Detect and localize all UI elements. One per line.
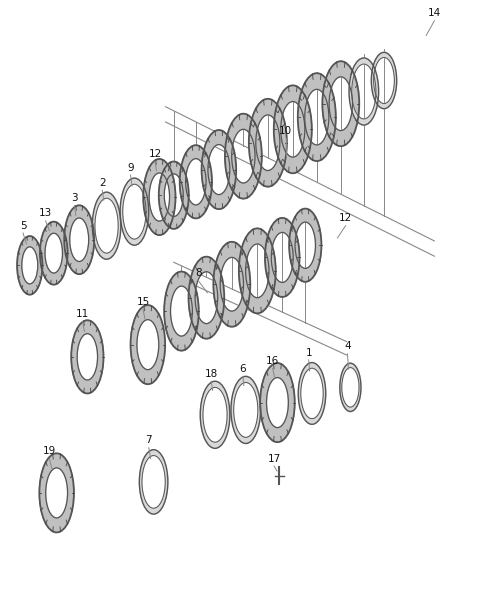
Text: 11: 11 [76,309,89,319]
Polygon shape [159,162,189,229]
Text: 1: 1 [305,348,312,357]
Polygon shape [289,209,322,282]
Polygon shape [131,305,165,384]
Polygon shape [40,221,68,285]
Polygon shape [139,450,168,514]
Text: 6: 6 [240,364,246,374]
Polygon shape [239,228,276,314]
Text: 12: 12 [339,214,352,223]
Polygon shape [298,362,326,425]
Text: 15: 15 [136,297,150,307]
Polygon shape [349,58,379,125]
Polygon shape [189,257,224,339]
Polygon shape [143,159,176,235]
Text: 8: 8 [195,268,202,278]
Text: 4: 4 [344,342,351,351]
Polygon shape [71,320,104,393]
Polygon shape [39,453,74,533]
Polygon shape [164,271,199,351]
Polygon shape [120,178,149,245]
Polygon shape [180,145,212,218]
Text: 5: 5 [20,221,26,231]
Text: 19: 19 [43,447,56,456]
Text: 10: 10 [279,126,292,136]
Text: 14: 14 [428,9,441,18]
Polygon shape [298,73,336,161]
Polygon shape [274,85,312,173]
Text: 9: 9 [127,163,134,173]
Polygon shape [249,99,287,187]
Polygon shape [64,206,94,274]
Text: 17: 17 [267,454,281,464]
Polygon shape [202,130,236,209]
Text: 18: 18 [204,369,218,379]
Polygon shape [323,61,359,146]
Text: 12: 12 [148,149,162,159]
Polygon shape [260,363,295,442]
Text: 2: 2 [99,178,106,188]
Text: 3: 3 [71,193,78,203]
Polygon shape [231,376,261,443]
Polygon shape [200,381,230,448]
Polygon shape [92,192,121,259]
Text: 7: 7 [145,436,152,445]
Text: 13: 13 [39,209,52,218]
Polygon shape [265,218,300,297]
Polygon shape [372,52,396,109]
Polygon shape [225,113,262,199]
Text: 16: 16 [266,356,279,366]
Polygon shape [340,363,361,412]
Polygon shape [214,242,250,327]
Polygon shape [17,236,42,295]
